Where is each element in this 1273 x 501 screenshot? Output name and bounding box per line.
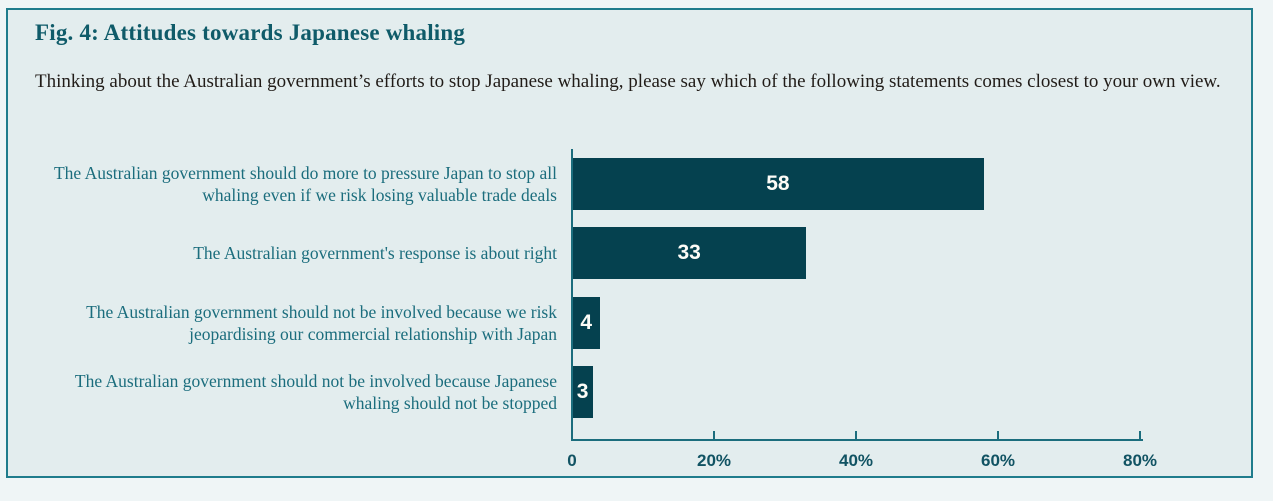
bar: 58 xyxy=(572,157,984,210)
bar: 33 xyxy=(572,227,807,280)
x-axis-tick-label: 40% xyxy=(838,451,874,470)
chart-row: The Australian government should not be … xyxy=(35,288,1145,358)
bar: 4 xyxy=(572,296,601,349)
bar-value: 33 xyxy=(677,241,701,265)
bar-chart: The Australian government should do more… xyxy=(8,10,1251,476)
x-axis-tick-label: 60% xyxy=(980,451,1016,470)
x-axis-tick-label: 0 xyxy=(567,451,577,470)
x-axis-tick-label: 20% xyxy=(696,451,732,470)
x-axis-tick xyxy=(1139,431,1141,439)
chart-row: The Australian government's response is … xyxy=(35,219,1145,289)
bar-track: 33 xyxy=(572,227,1140,280)
chart-rows: The Australian government should do more… xyxy=(35,149,1145,427)
bar-value: 3 xyxy=(576,380,589,404)
chart-row: The Australian government should not be … xyxy=(35,358,1145,428)
x-axis-tick xyxy=(713,431,715,439)
bar: 3 xyxy=(572,366,594,419)
x-axis-line xyxy=(571,439,1143,441)
x-axis-tick-label: 80% xyxy=(1122,451,1158,470)
category-label: The Australian government should do more… xyxy=(53,162,557,205)
bar-track: 4 xyxy=(572,296,1140,349)
bar-value: 58 xyxy=(766,171,790,195)
category-label: The Australian government should not be … xyxy=(86,301,557,344)
figure-subtitle: Thinking about the Australian government… xyxy=(35,71,1221,92)
chart-row: The Australian government should do more… xyxy=(35,149,1145,219)
x-axis-tick xyxy=(997,431,999,439)
bar-value: 4 xyxy=(580,310,593,334)
bar-track: 58 xyxy=(572,157,1140,210)
category-label: The Australian government's response is … xyxy=(193,243,557,264)
figure-panel: Fig. 4: Attitudes towards Japanese whali… xyxy=(6,8,1253,478)
x-axis-tick xyxy=(855,431,857,439)
y-axis-line xyxy=(571,149,573,441)
category-label: The Australian government should not be … xyxy=(74,371,557,414)
bar-track: 3 xyxy=(572,366,1140,419)
figure-title: Fig. 4: Attitudes towards Japanese whali… xyxy=(35,20,466,45)
